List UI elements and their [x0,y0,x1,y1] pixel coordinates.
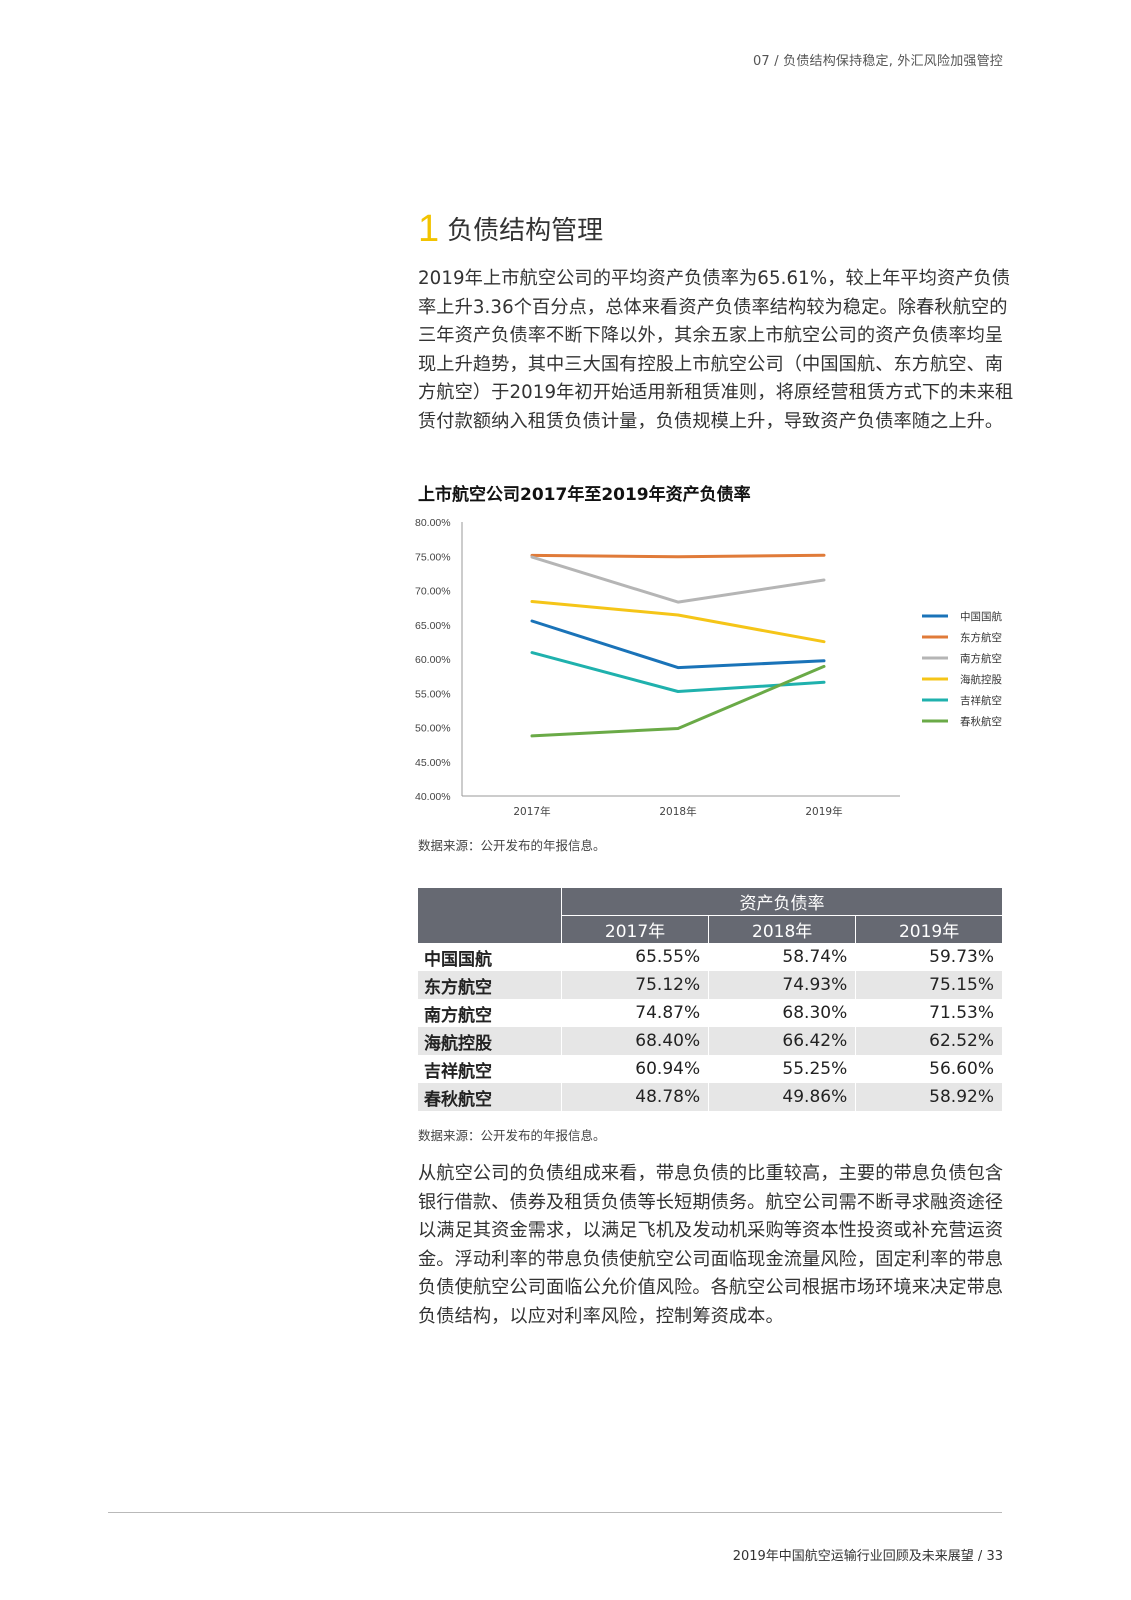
y-tick-label: 40.00% [415,791,451,803]
series-line [530,619,826,670]
row-value: 48.78% [560,1083,709,1111]
row-airline-name: 南方航空 [418,999,562,1027]
section-title: 负债结构管理 [447,216,604,246]
section-heading: 1 负债结构管理 [418,210,603,248]
row-value: 60.94% [560,1055,709,1083]
row-airline-name: 吉祥航空 [418,1055,562,1083]
legend-label: 南方航空 [960,652,1002,665]
row-value: 75.12% [560,971,709,999]
row-value: 74.87% [560,999,709,1027]
row-airline-name: 中国国航 [418,943,562,971]
legend-label: 海航控股 [960,673,1002,686]
x-tick-label: 2019年 [805,805,842,818]
row-value: 58.74% [708,943,856,971]
table-corner-cell [418,888,562,943]
intro-paragraph: 2019年上市航空公司的平均资产负债率为65.61%，较上年平均资产负债率上升3… [418,268,1014,432]
chart-title: 上市航空公司2017年至2019年资产负债率 [418,485,751,505]
row-value: 55.25% [708,1055,856,1083]
row-airline-name: 春秋航空 [418,1083,562,1111]
section-number: 1 [418,208,440,250]
row-value: 65.55% [560,943,709,971]
y-tick-label: 50.00% [415,723,451,735]
row-value: 49.86% [708,1083,856,1111]
series-line [530,651,826,693]
row-value: 58.92% [855,1083,1002,1111]
legend-label: 东方航空 [960,631,1002,644]
table-row: 东方航空 75.12% 74.93% 75.15% [418,971,1002,999]
table-row: 春秋航空 48.78% 49.86% 58.92% [418,1083,1002,1111]
y-tick-label: 65.00% [415,620,451,632]
table-column-header: 2018年 [708,915,856,943]
series-line [530,553,826,559]
row-value: 66.42% [708,1027,856,1055]
table-column-header: 2019年 [855,915,1002,943]
y-tick-label: 70.00% [415,586,451,598]
row-value: 68.40% [560,1027,709,1055]
legend-label: 春秋航空 [960,715,1002,728]
table-row: 南方航空 74.87% 68.30% 71.53% [418,999,1002,1027]
table-source-note: 数据来源：公开发布的年报信息。 [418,1128,606,1143]
row-value: 71.53% [855,999,1002,1027]
table-row: 海航控股 68.40% 66.42% 62.52% [418,1027,1002,1055]
debt-ratio-table: 资产负债率 2017年 2018年 2019年 中国国航 65.55% 58.7… [418,888,1002,1111]
row-value: 68.30% [708,999,856,1027]
y-tick-label: 55.00% [415,688,451,700]
footer-divider [108,1512,1002,1513]
table-group-header: 资产负债率 [561,888,1002,916]
series-line [530,600,826,644]
series-line [530,555,826,604]
row-value: 59.73% [855,943,1002,971]
row-value: 74.93% [708,971,856,999]
x-tick-label: 2017年 [513,805,550,818]
row-value: 62.52% [855,1027,1002,1055]
row-airline-name: 东方航空 [418,971,562,999]
page-header: 07 / 负债结构保持稳定, 外汇风险加强管控 [752,54,1003,69]
debt-ratio-line-chart: 40.00% 45.00% 50.00% 55.00% 60.00% 65.00% 70.0… [415,517,1002,818]
chart-source-note: 数据来源：公开发布的年报信息。 [418,838,606,853]
y-tick-label: 45.00% [415,757,451,769]
row-value: 56.60% [855,1055,1002,1083]
table-row: 吉祥航空 60.94% 55.25% 56.60% [418,1055,1002,1083]
table-column-header: 2017年 [560,915,709,943]
debt-composition-paragraph: 从航空公司的负债组成来看，带息负债的比重较高，主要的带息负债包含银行借款、债券及… [418,1163,1004,1327]
x-tick-label: 2018年 [659,805,696,818]
table-row: 中国国航 65.55% 58.74% 59.73% [418,943,1002,971]
row-airline-name: 海航控股 [418,1027,562,1055]
y-tick-label: 80.00% [415,517,451,529]
legend-label: 中国国航 [960,610,1002,623]
legend-label: 吉祥航空 [960,694,1002,707]
y-tick-label: 60.00% [415,654,451,666]
y-tick-label: 75.00% [415,551,451,563]
series-line [530,664,826,738]
page-footer: 2019年中国航空运输行业回顾及未来展望 / 33 [732,1549,1003,1564]
row-value: 75.15% [855,971,1002,999]
